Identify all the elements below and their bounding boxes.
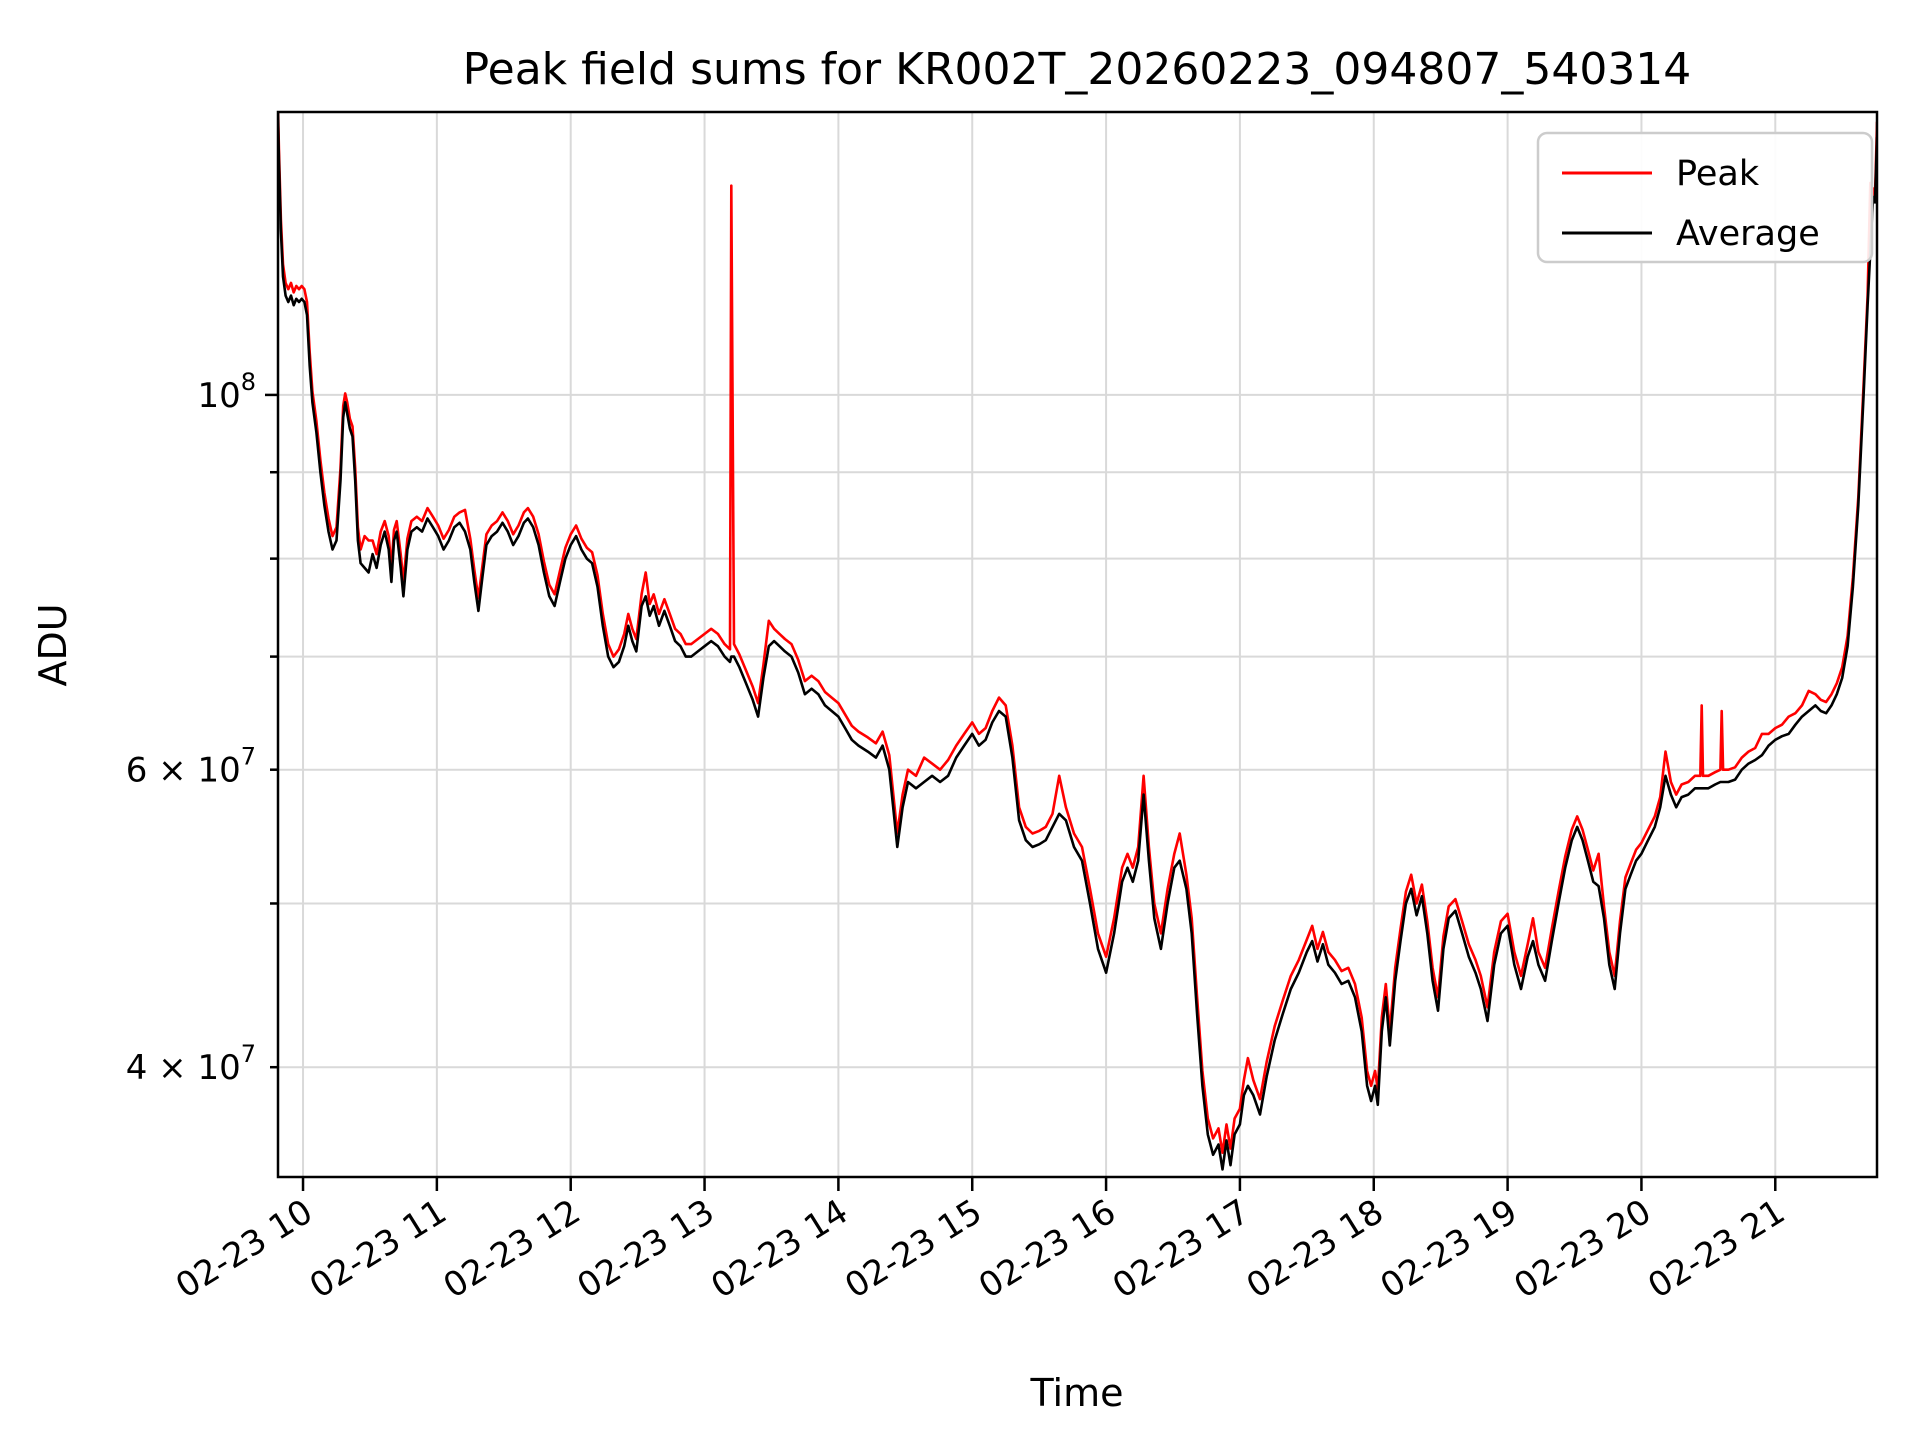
- y-axis-label: ADU: [31, 603, 75, 686]
- series-line-average: [278, 112, 1877, 1171]
- x-tick-label: 02-23 10: [169, 1192, 320, 1307]
- x-tick-label: 02-23 12: [437, 1192, 588, 1307]
- gridlines: [278, 112, 1877, 1177]
- x-tick-label: 02-23 21: [1641, 1192, 1792, 1307]
- legend: Peak Average: [1536, 131, 1874, 264]
- legend-label-peak: Peak: [1676, 154, 1760, 194]
- legend-label-average: Average: [1676, 214, 1820, 254]
- x-tick-label: 02-23 11: [303, 1192, 454, 1307]
- series-line-peak: [278, 112, 1877, 1154]
- y-tick-label: 6 × 107: [126, 743, 256, 791]
- y-tick-labels: 108 6 × 107 4 × 107: [126, 368, 256, 1088]
- legend-box: [1536, 131, 1874, 264]
- axis-ticks: [265, 393, 1777, 1191]
- x-tick-label: 02-23 18: [1240, 1192, 1391, 1307]
- x-tick-label: 02-23 17: [1106, 1192, 1257, 1307]
- x-tick-label: 02-23 20: [1507, 1192, 1658, 1307]
- plot-border: [276, 110, 1879, 1179]
- y-tick-label: 4 × 107: [126, 1040, 256, 1088]
- chart-title: Peak field sums for KR002T_20260223_0948…: [463, 44, 1692, 95]
- x-tick-label: 02-23 13: [570, 1192, 721, 1307]
- data-series: [278, 112, 1877, 1171]
- x-axis-label: Time: [1030, 1371, 1124, 1415]
- x-tick-label: 02-23 19: [1374, 1192, 1525, 1307]
- x-tick-label: 02-23 14: [704, 1192, 855, 1307]
- x-tick-label: 02-23 16: [972, 1192, 1123, 1307]
- x-tick-label: 02-23 15: [838, 1192, 989, 1307]
- y-tick-label: 108: [197, 368, 256, 416]
